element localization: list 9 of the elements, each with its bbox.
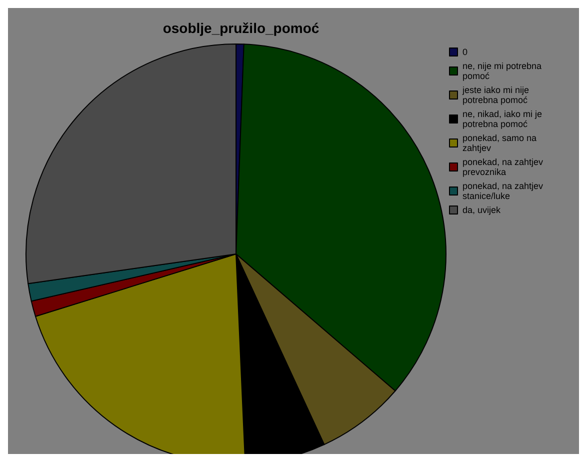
legend-label: ponekad, na zahtjev stanice/luke — [462, 181, 546, 201]
legend-label: da, uvijek — [462, 205, 502, 215]
legend-label: ponekad, samo na zahtjev — [462, 133, 540, 153]
legend-label: ne, nije mi potrebna pomoć — [462, 61, 544, 81]
chart-title: osoblje_pružilo_pomoć — [162, 20, 320, 36]
legend-label: ponekad, na zahtjev prevoznika — [462, 157, 546, 177]
legend-label: jeste iako mi nije potrebna pomoć — [462, 85, 532, 105]
legend-label: ne, nikad, iako mi je potrebna pomoć — [462, 109, 545, 129]
legend-label: 0 — [462, 47, 468, 57]
